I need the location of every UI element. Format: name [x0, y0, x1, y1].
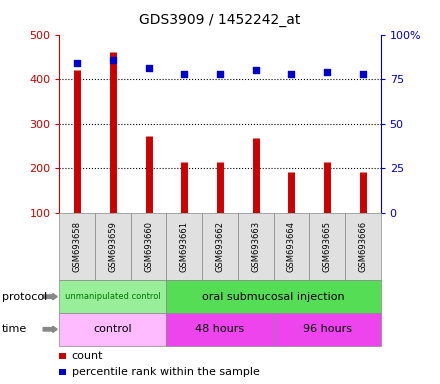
Text: oral submucosal injection: oral submucosal injection [202, 291, 345, 302]
Point [74, 60, 81, 66]
Text: GSM693661: GSM693661 [180, 221, 189, 272]
Text: 96 hours: 96 hours [303, 324, 352, 334]
Text: 48 hours: 48 hours [195, 324, 245, 334]
Point [145, 65, 152, 71]
Text: GSM693665: GSM693665 [323, 221, 332, 272]
Text: GSM693666: GSM693666 [358, 221, 367, 272]
Text: GSM693658: GSM693658 [73, 221, 82, 272]
Text: count: count [72, 351, 103, 361]
Text: control: control [94, 324, 132, 334]
Point [181, 71, 188, 77]
Text: GSM693662: GSM693662 [216, 221, 224, 272]
Text: GSM693659: GSM693659 [108, 221, 117, 272]
Point [252, 67, 259, 73]
Text: time: time [2, 324, 27, 334]
Text: percentile rank within the sample: percentile rank within the sample [72, 367, 260, 377]
Text: GSM693660: GSM693660 [144, 221, 153, 272]
Point [323, 69, 330, 75]
Text: GSM693664: GSM693664 [287, 221, 296, 272]
Point [216, 71, 224, 77]
Text: protocol: protocol [2, 291, 48, 302]
Point [110, 56, 117, 63]
Text: unmanipulated control: unmanipulated control [65, 292, 161, 301]
Point [288, 71, 295, 77]
Text: GDS3909 / 1452242_at: GDS3909 / 1452242_at [139, 13, 301, 27]
Text: GSM693663: GSM693663 [251, 221, 260, 272]
Point [359, 71, 366, 77]
